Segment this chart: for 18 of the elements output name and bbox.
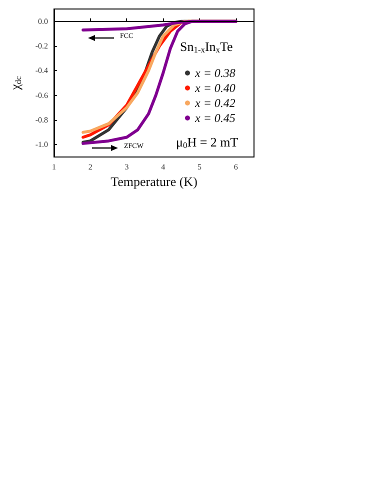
y-tick-label: -0.2 [35,42,48,50]
x-axis-title: Temperature (K) [110,174,198,189]
legend-label: x = 0.38 [194,66,236,80]
y-axis-title: χdc [8,76,23,91]
x-tick-label: 5 [197,162,202,172]
x-tick-label: 3 [124,162,129,172]
legend-label: x = 0.45 [194,111,236,125]
x-tick-label: 1 [52,162,56,172]
legend-label: x = 0.42 [194,96,236,110]
y-tick-label: -0.4 [35,66,48,76]
y-tick-label: -1.0 [35,140,48,150]
x-tick-label: 6 [234,162,238,172]
x-tick-label: 4 [161,162,166,172]
y-tick-label: 0.0 [38,16,48,26]
y-tick-label: -0.6 [35,90,48,100]
x-tick-label: 2 [88,162,92,172]
legend-label: x = 0.40 [194,81,236,95]
y-tick-label: -0.8 [35,116,48,124]
